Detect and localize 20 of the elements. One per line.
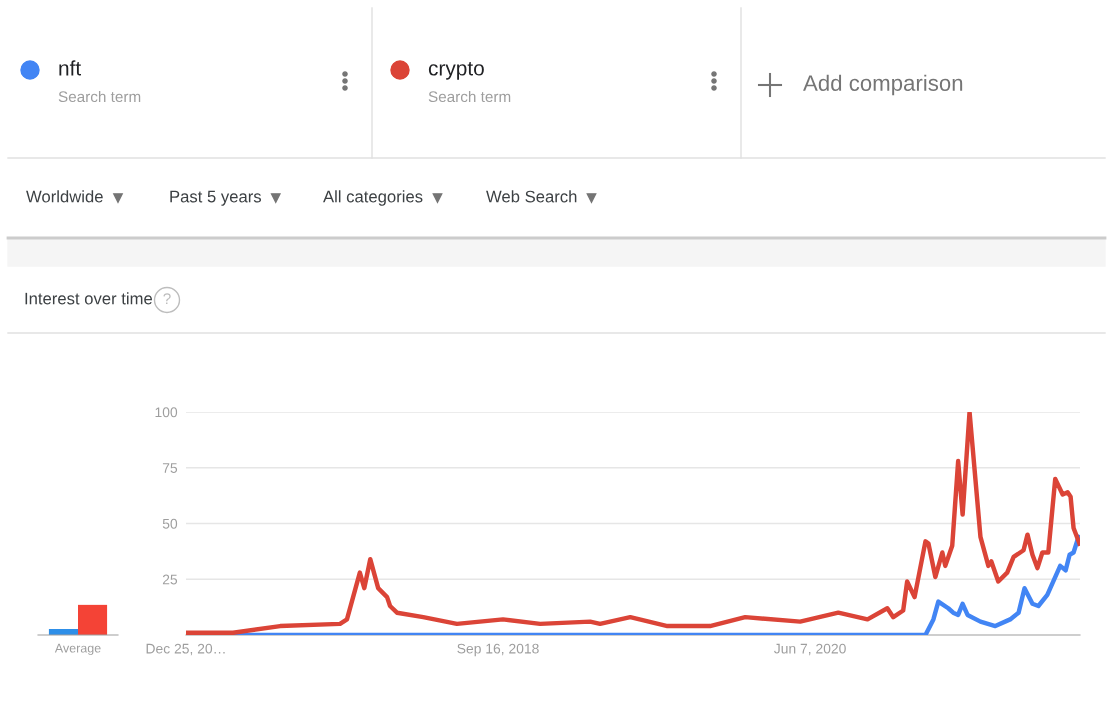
y-tick-label: 75 (162, 463, 178, 473)
legend-label: nft (59, 60, 82, 76)
text: All categories (323, 190, 423, 206)
text: ? (163, 293, 171, 304)
y-tick-label: 100 (155, 407, 178, 418)
x-tick-label: Jun 7, 2020 (773, 643, 846, 656)
x-tick-label: Average (54, 643, 101, 655)
line-series (186, 412, 1080, 635)
chart-title: Interest over time (25, 292, 153, 305)
text: Search term (428, 90, 511, 103)
text: Search term (58, 90, 141, 103)
text: Web Search (486, 190, 577, 203)
text: Add comparison (803, 74, 963, 96)
x-tick-label: Sep 16, 2018 (457, 643, 539, 657)
y-tick-label: 50 (162, 518, 178, 529)
y-tick-label: 25 (162, 574, 178, 585)
text: Worldwide (26, 190, 103, 203)
legend-label: crypto (428, 61, 484, 80)
x-tick-label: Dec 25, 20… (146, 643, 225, 656)
text: Past 5 years (170, 190, 262, 206)
